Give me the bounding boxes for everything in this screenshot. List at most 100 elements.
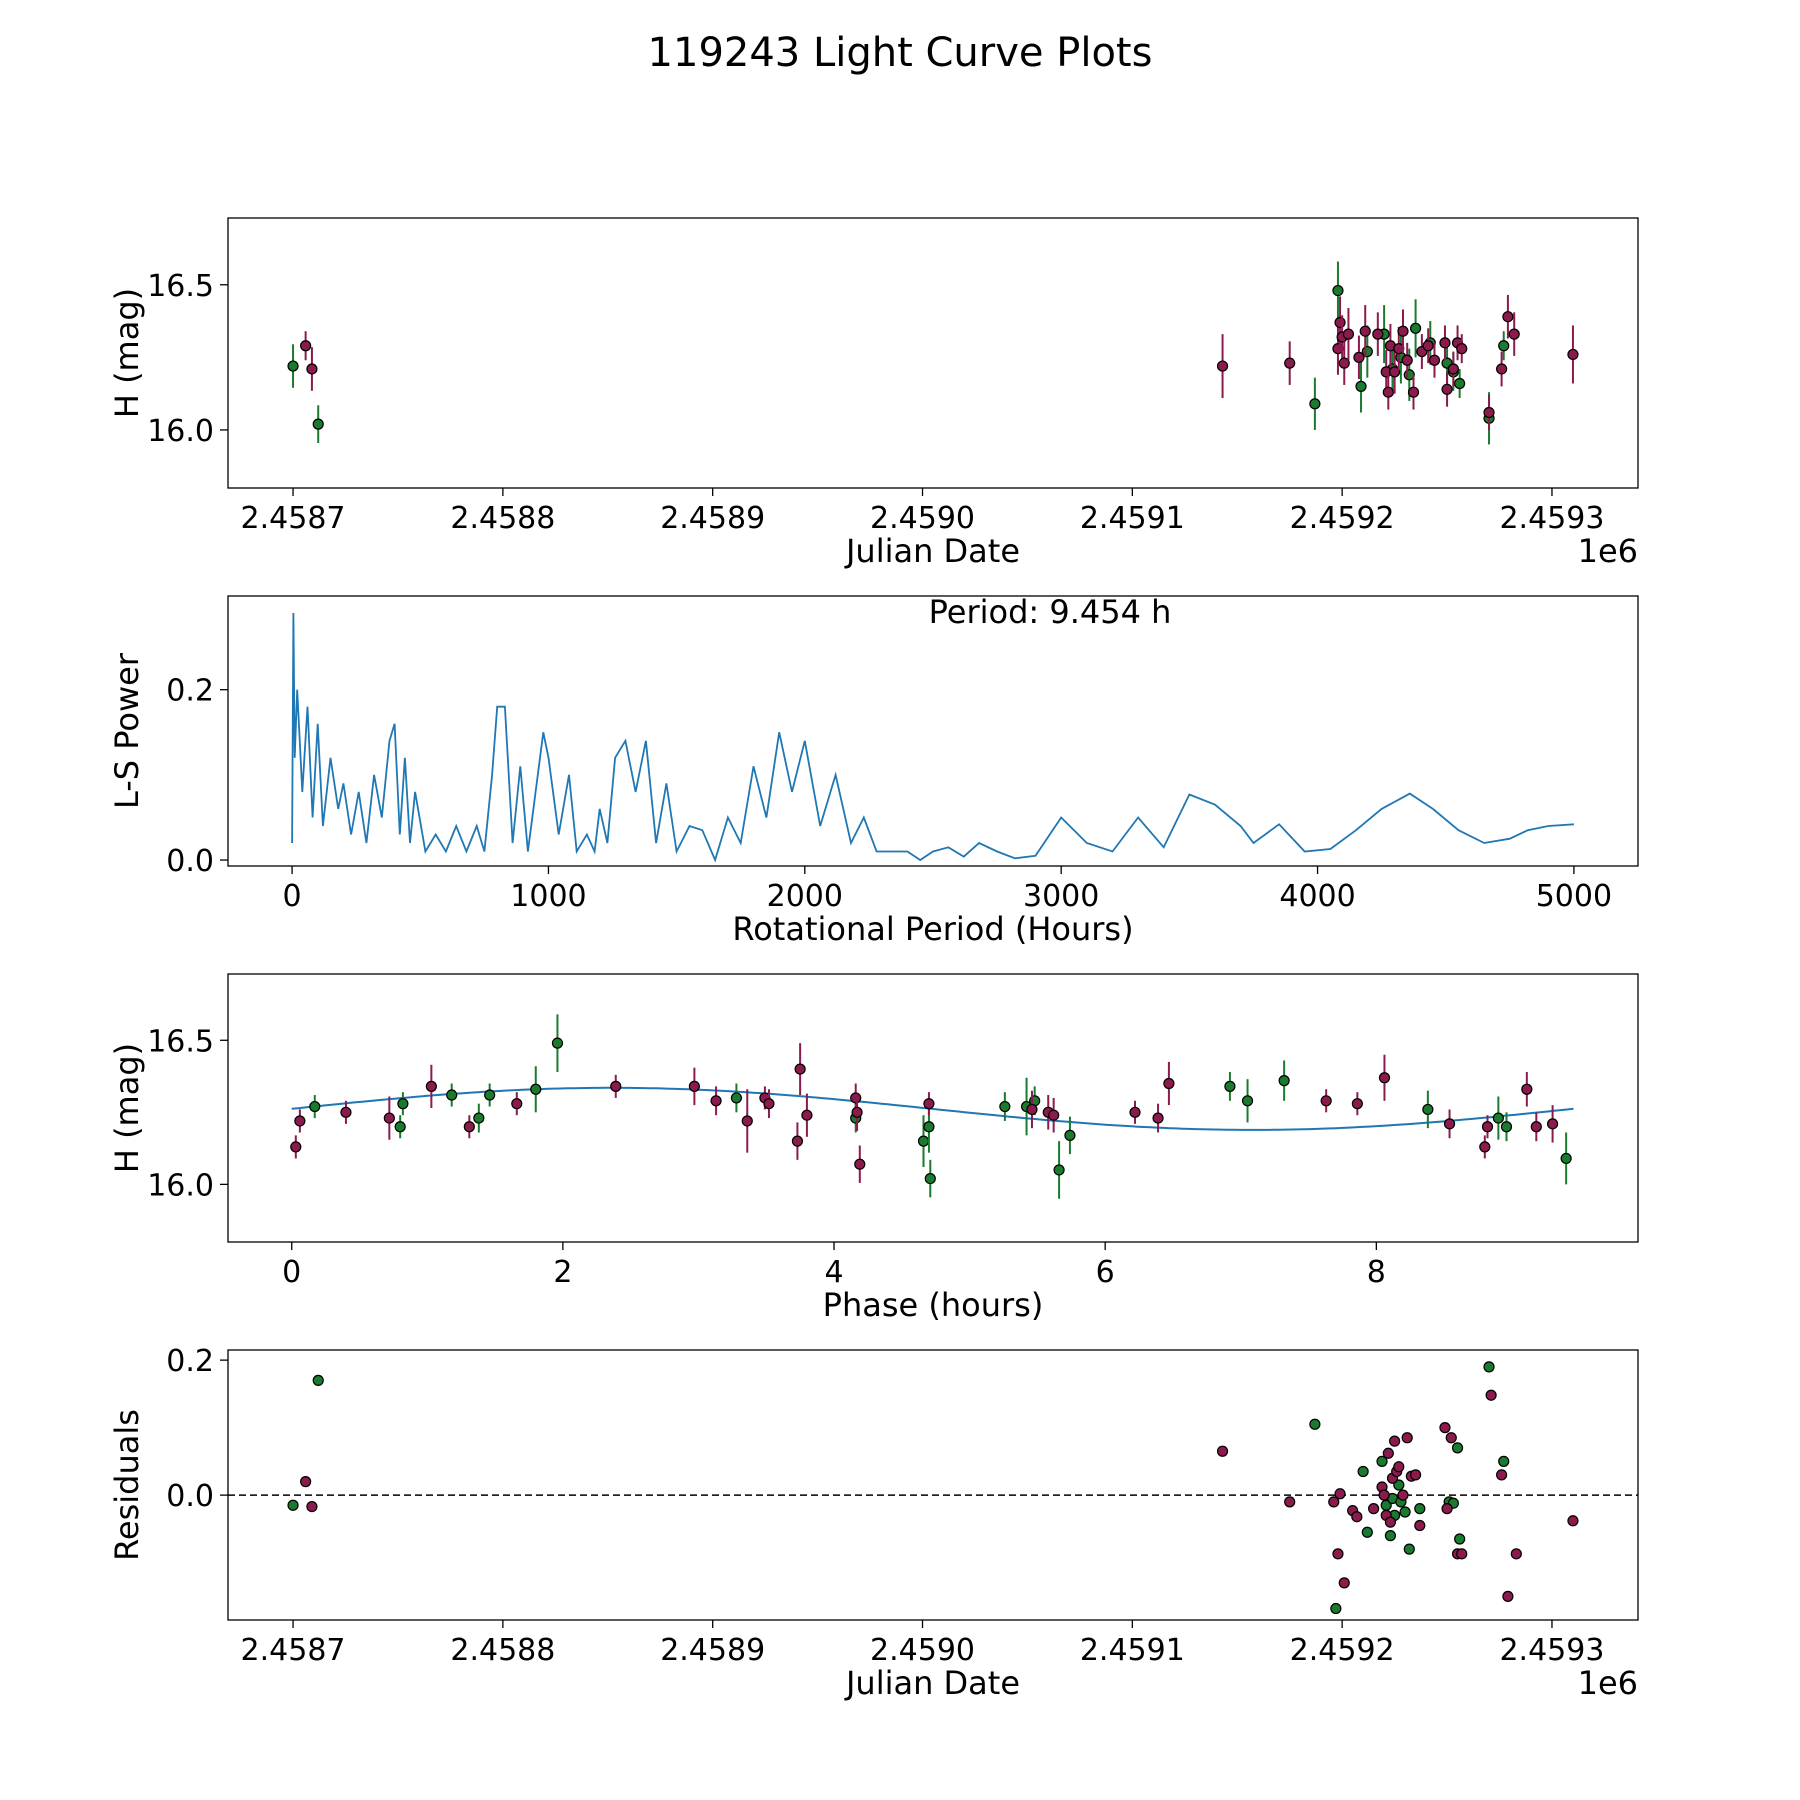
green-data-point	[1483, 1361, 1495, 1373]
green-data-point	[312, 418, 324, 430]
magenta-data-point	[1216, 1445, 1229, 1457]
magenta-data-point	[1334, 316, 1346, 329]
phased-panel: 0 2 4 6 8 16.0 16.5 Phase (hours) H (mag)	[108, 973, 1639, 1324]
magenta-data-point	[1372, 328, 1384, 340]
magenta-data-point	[1389, 366, 1401, 378]
x-tick-label: 2.4589	[660, 1633, 765, 1668]
fit-curve	[291, 1086, 1574, 1131]
magenta-data-point	[801, 1109, 813, 1121]
x-tick-label: 2.4593	[1499, 501, 1604, 536]
green-data-point	[923, 1121, 935, 1133]
magenta-data-point	[1447, 363, 1459, 375]
magenta-data-point	[1496, 1469, 1508, 1481]
magenta-data-point	[763, 1098, 775, 1110]
magenta-data-point	[1481, 1121, 1494, 1133]
magenta-data-point	[850, 1092, 862, 1104]
magenta-data-point	[1216, 360, 1229, 372]
magenta-data-point	[1445, 1432, 1457, 1444]
green-data-point	[917, 1135, 930, 1147]
x-tick-label: 4000	[1279, 879, 1355, 914]
periodogram-panel: 0 1000 2000 3000 4000 5000 0.0 0.2 Rotational Pe…	[108, 593, 1639, 948]
green-data-point	[1376, 1455, 1388, 1467]
magenta-data-point	[741, 1115, 753, 1127]
green-data-point	[1309, 1418, 1321, 1430]
magenta-data-point	[1546, 1118, 1559, 1130]
magenta-data-point	[425, 1080, 437, 1092]
magenta-data-point	[1414, 1519, 1426, 1532]
x-axis-label: Julian Date	[844, 532, 1020, 570]
green-data-point	[530, 1083, 542, 1095]
y-tick-label: 0.2	[166, 674, 214, 709]
magenta-data-point	[1530, 1121, 1542, 1133]
magenta-data-point	[1338, 1577, 1350, 1589]
magenta-data-point	[1351, 1098, 1363, 1110]
green-data-point	[924, 1173, 936, 1185]
x-offset-label: 1e6	[1578, 532, 1638, 570]
magenta-data-point	[1456, 343, 1468, 355]
magenta-data-point	[1389, 1435, 1401, 1447]
magenta-data-point	[1353, 351, 1365, 363]
magenta-data-point	[1479, 1141, 1491, 1153]
magenta-data-point	[1382, 1447, 1394, 1459]
plot-frame	[227, 1349, 1639, 1621]
magenta-data-point	[1441, 383, 1453, 395]
x-tick-label: 2.4589	[660, 501, 765, 536]
magenta-data-point	[383, 1112, 395, 1124]
x-tick-label: 2.4591	[1080, 1633, 1185, 1668]
magenta-data-point	[1284, 1496, 1296, 1508]
magenta-data-point	[1368, 1503, 1380, 1515]
magenta-data-point	[1502, 1590, 1514, 1602]
green-data-point	[394, 1121, 406, 1133]
green-data-point	[1330, 1602, 1342, 1615]
x-tick-label: 2.4590	[870, 501, 975, 536]
magenta-data-point	[1456, 1548, 1468, 1560]
magenta-data-point	[1378, 1072, 1391, 1084]
green-data-point	[1399, 1506, 1411, 1518]
residuals-panel: 2.4587 2.4588 2.4589 2.4590 2.4591 2.4592 2.45…	[108, 1344, 1639, 1702]
magenta-data-point	[1384, 1516, 1397, 1528]
lightcurve-panel: 2.4587 2.4588 2.4589 2.4590 2.4591 2.4592 2.45…	[108, 217, 1639, 570]
green-data-point	[1422, 1103, 1434, 1116]
magenta-data-point	[1502, 311, 1514, 323]
magenta-data-point	[1409, 1469, 1422, 1481]
magenta-data-point	[791, 1135, 804, 1147]
green-data-point	[551, 1037, 564, 1049]
green-data-point	[1357, 1465, 1369, 1478]
magenta-data-point	[306, 363, 318, 375]
magenta-data-point	[1567, 348, 1579, 361]
green-data-point	[1393, 1479, 1405, 1491]
green-data-point	[397, 1098, 409, 1110]
x-tick-label: 2.4588	[450, 1633, 555, 1668]
magenta-data-point	[1342, 328, 1355, 340]
x-tick-label: 2.4588	[450, 501, 555, 536]
green-data-point	[1361, 1526, 1373, 1538]
y-tick-label: 0.0	[166, 844, 214, 879]
magenta-data-point	[306, 1500, 318, 1513]
green-data-point	[1454, 377, 1466, 390]
y-tick-label: 16.5	[147, 269, 214, 304]
x-tick-label: 1000	[510, 879, 586, 914]
x-tick-label: 2.4587	[241, 501, 346, 536]
magenta-data-point	[1378, 1489, 1390, 1501]
magenta-data-point	[851, 1106, 863, 1118]
green-data-point	[1500, 1121, 1513, 1133]
magenta-data-point	[1508, 328, 1520, 340]
magenta-data-point	[688, 1080, 700, 1092]
magenta-data-point	[1401, 1432, 1413, 1444]
magenta-data-point	[794, 1063, 806, 1075]
magenta-data-point	[1401, 354, 1413, 366]
green-data-point	[1064, 1129, 1076, 1141]
figure-title: 119243 Light Curve Plots	[648, 30, 1153, 76]
x-tick-label: 3000	[1023, 879, 1099, 914]
green-data-point	[1403, 1543, 1415, 1555]
magenta-data-point	[290, 1141, 302, 1153]
green-data-point	[1332, 284, 1344, 297]
green-data-point	[1384, 1530, 1397, 1542]
green-data-point	[1409, 322, 1422, 334]
magenta-data-point	[294, 1115, 306, 1127]
y-axis-label: H (mag)	[108, 288, 146, 418]
magenta-data-point	[463, 1121, 475, 1133]
y-axis-label: L-S Power	[108, 652, 146, 809]
green-data-point	[287, 360, 299, 372]
